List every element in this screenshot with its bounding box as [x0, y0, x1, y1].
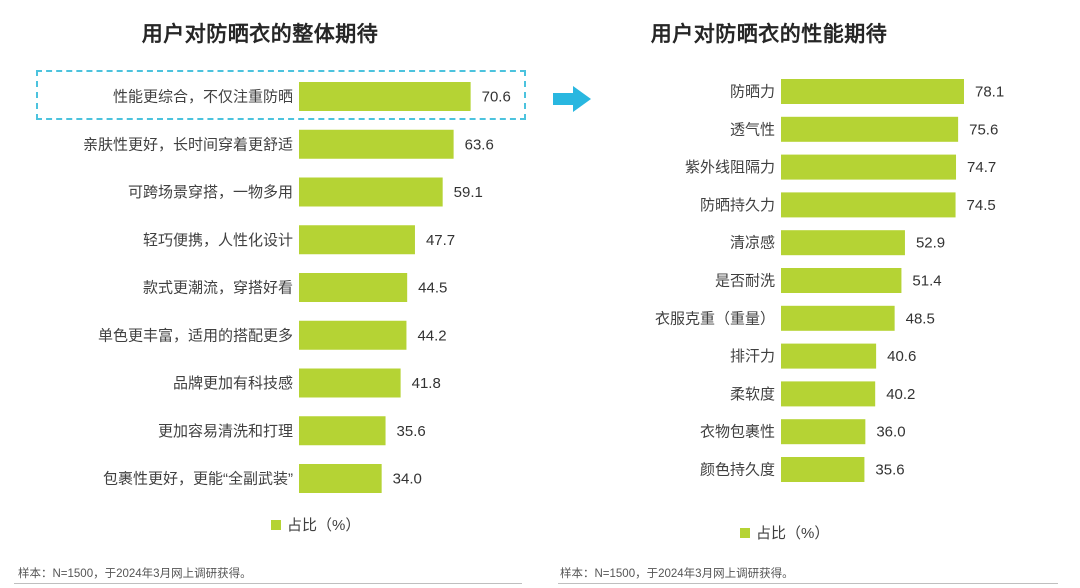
category-label-5: 款式更潮流，穿搭好看 [143, 280, 293, 297]
bar-3 [299, 177, 443, 207]
value-label-9: 40.2 [886, 386, 915, 403]
category-label-3: 可跨场景穿搭，一物多用 [128, 184, 293, 201]
left-legend-label: 占比（%） [287, 517, 361, 534]
right-divider [558, 583, 1058, 584]
value-label-1: 78.1 [975, 84, 1004, 101]
bar-5 [781, 230, 905, 256]
value-label-4: 47.7 [426, 232, 455, 249]
category-label-11: 颜色持久度 [700, 462, 775, 479]
right-legend: 占比（%） [740, 522, 829, 543]
category-label-6: 是否耐洗 [715, 273, 775, 290]
right-footnote: 样本：N=1500，于2024年3月网上调研获得。 [560, 568, 794, 580]
category-label-7: 衣服克重（重量） [655, 310, 775, 327]
bar-6 [299, 320, 407, 350]
left-divider [14, 583, 522, 584]
category-label-8: 更加容易清洗和打理 [158, 423, 293, 440]
value-label-6: 51.4 [912, 273, 941, 290]
category-label-4: 防晒持久力 [700, 197, 775, 214]
value-label-11: 35.6 [875, 462, 904, 479]
bar-8 [781, 343, 877, 369]
category-label-1: 性能更综合，不仅注重防晒 [113, 89, 293, 106]
value-label-9: 34.0 [393, 471, 422, 488]
bar-3 [781, 154, 957, 180]
category-label-3: 紫外线阻隔力 [685, 159, 775, 176]
category-label-8: 排汗力 [730, 348, 775, 365]
right-bar-chart: 防晒力 78.1 透气性 75.6 紫外线阻隔力 74.7 防晒持久力 74.5 清凉感 52.9… [655, 79, 1004, 482]
value-label-2: 63.6 [465, 136, 494, 153]
value-label-2: 75.6 [969, 121, 998, 138]
value-label-8: 40.6 [887, 348, 916, 365]
value-label-8: 35.6 [397, 423, 426, 440]
bar-8 [299, 416, 386, 446]
value-label-5: 52.9 [916, 235, 945, 252]
left-chart-panel: 用户对防晒衣的整体期待 性能更综合，不仅注重防晒 70.6 亲肤性更好，长时间穿着更… [14, 23, 526, 584]
bar-4 [299, 225, 415, 255]
value-label-7: 48.5 [906, 310, 935, 327]
right-legend-label: 占比（%） [756, 525, 830, 542]
value-label-7: 41.8 [412, 375, 441, 392]
bar-9 [299, 464, 382, 493]
bar-2 [781, 116, 959, 142]
bar-10 [781, 419, 866, 445]
left-footnote: 样本：N=1500，于2024年3月网上调研获得。 [18, 568, 252, 580]
value-label-1: 70.6 [482, 89, 511, 106]
value-label-5: 44.5 [418, 280, 447, 297]
legend-swatch [740, 527, 750, 538]
left-legend: 占比（%） [271, 514, 360, 535]
value-label-10: 36.0 [876, 424, 905, 441]
legend-swatch [271, 519, 281, 530]
bar-11 [781, 457, 865, 482]
left-chart-title: 用户对防晒衣的整体期待 [141, 23, 379, 46]
bar-7 [781, 305, 895, 331]
bar-1 [299, 82, 471, 111]
bar-9 [781, 381, 876, 407]
category-label-7: 品牌更加有科技感 [173, 375, 293, 392]
value-label-3: 74.7 [967, 159, 996, 176]
left-bar-chart: 性能更综合，不仅注重防晒 70.6 亲肤性更好，长时间穿着更舒适 63.6 可跨场景穿搭… [83, 82, 511, 493]
value-label-3: 59.1 [454, 184, 483, 201]
category-label-9: 柔软度 [730, 386, 775, 403]
category-label-6: 单色更丰富，适用的搭配更多 [98, 326, 293, 344]
category-label-10: 衣物包裹性 [700, 424, 775, 441]
right-chart-title: 用户对防晒衣的性能期待 [650, 23, 888, 46]
highlight-box [36, 70, 526, 120]
bar-5 [299, 273, 408, 302]
value-label-6: 44.2 [417, 327, 446, 344]
category-label-9: 包裹性更好，更能“全副武装” [103, 470, 293, 488]
category-label-5: 清凉感 [730, 235, 775, 252]
category-label-4: 轻巧便携，人性化设计 [143, 232, 293, 249]
right-chart-panel: 用户对防晒衣的性能期待 防晒力 78.1 透气性 75.6 紫外线阻隔力 74.7 防晒持久… [540, 0, 1080, 588]
category-label-2: 亲肤性更好，长时间穿着更舒适 [83, 136, 293, 153]
bar-1 [781, 79, 964, 104]
bar-6 [781, 268, 902, 293]
bar-4 [781, 192, 956, 218]
value-label-4: 74.5 [967, 197, 996, 214]
bar-2 [299, 129, 454, 159]
bar-7 [299, 368, 401, 398]
category-label-2: 透气性 [730, 121, 775, 138]
right-arrow-icon [553, 86, 591, 112]
category-label-1: 防晒力 [730, 84, 775, 101]
